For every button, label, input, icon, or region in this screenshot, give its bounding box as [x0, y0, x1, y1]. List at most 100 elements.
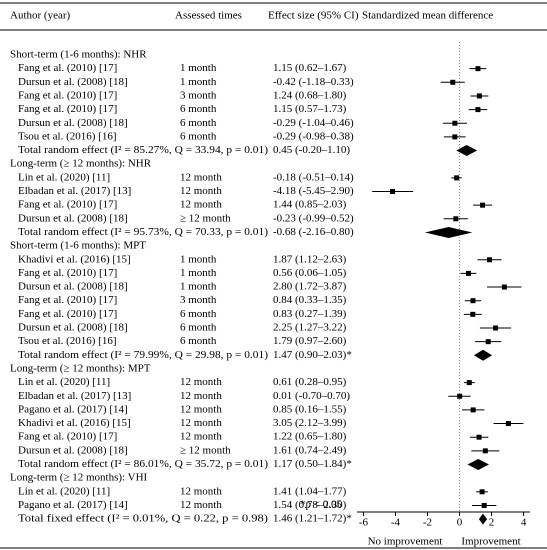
assessed-times: 1 month	[180, 281, 217, 293]
total-label: Total random effect (I² = 95.73%, Q = 70…	[18, 226, 268, 238]
effect-size: -0.18 (-0.51–0.14)	[273, 171, 354, 183]
effect-square	[450, 79, 456, 85]
effect-square	[479, 489, 485, 495]
study-author: Fang et al. (2010) [17]	[18, 103, 117, 115]
effect-square	[453, 216, 459, 222]
study-author: Dursun et al. (2008) [18]	[18, 444, 128, 456]
effect-size: -0.29 (-0.98–0.38)	[273, 130, 354, 142]
assessed-times: 12 month	[180, 499, 222, 511]
column-header: Assessed times	[175, 10, 242, 22]
effect-square	[470, 407, 476, 413]
study-author: Tsou et al. (2016) [16]	[18, 335, 117, 347]
effect-square	[465, 270, 471, 276]
x-tick-label: 0	[457, 517, 463, 529]
effect-size: 0.01 (-0.70–0.70)	[273, 390, 350, 402]
effect-size: 1.41 (1.04–1.77)	[273, 485, 347, 497]
assessed-times: 1 month	[180, 267, 217, 279]
assessed-times: ≥ 12 month	[180, 212, 231, 224]
right-label: Improvement	[461, 536, 520, 548]
effect-square	[466, 380, 472, 386]
study-author: Fang et al. (2010) [17]	[18, 431, 117, 443]
effect-square	[493, 325, 499, 331]
pooled-diamond	[456, 145, 478, 157]
effect-square	[482, 448, 488, 454]
assessed-times: 6 month	[180, 117, 217, 129]
effect-size: -4.18 (-5.45–2.90)	[273, 185, 354, 197]
effect-square	[501, 284, 507, 290]
study-author: Fang et al. (2010) [17]	[18, 199, 117, 211]
x-tick-label: -2	[423, 517, 432, 529]
effect-size: -0.23 (-0.99–0.52)	[273, 212, 354, 224]
effect-square	[486, 257, 492, 263]
assessed-times: 12 month	[180, 403, 222, 415]
study-author: Khadivi et al. (2016) [15]	[18, 417, 131, 429]
assessed-times: 12 month	[180, 485, 222, 497]
effect-size: 1.87 (1.12–2.63)	[273, 253, 347, 265]
assessed-times: 6 month	[180, 322, 217, 334]
total-label: Total random effect (I² = 85.27%, Q = 33…	[18, 144, 268, 156]
x-tick-label: -4	[391, 517, 401, 529]
effect-square	[470, 311, 476, 317]
pooled-diamond	[467, 459, 489, 470]
assessed-times: 3 month	[180, 89, 217, 101]
section-heading: Long-term (≥ 12 months): VHI	[10, 472, 148, 484]
assessed-times: 6 month	[180, 103, 217, 115]
assessed-times: 1 month	[180, 253, 217, 265]
effect-size: 3.05 (2.12–3.99)	[273, 417, 347, 429]
effect-square	[454, 175, 460, 181]
study-author: Fang et al. (2010) [17]	[18, 267, 117, 279]
study-author: Lin et al. (2020) [11]	[18, 485, 110, 497]
x-tick-label: 2	[489, 517, 495, 529]
study-author: Dursun et al. (2008) [18]	[18, 76, 128, 88]
column-header: Effect size (95% CI)	[268, 10, 359, 22]
section-heading: Short-term (1-6 months): NHR	[10, 49, 147, 61]
effect-square	[480, 202, 486, 208]
assessed-times: 6 month	[180, 130, 217, 142]
study-author: Fang et al. (2010) [17]	[18, 294, 117, 306]
effect-size: 0.45 (-0.20–1.10)	[273, 144, 350, 156]
effect-square	[470, 298, 476, 304]
assessed-times: 12 month	[180, 199, 222, 211]
assessed-times: ≥ 12 month	[180, 444, 231, 456]
assessed-times: 12 month	[180, 376, 222, 388]
effect-square	[452, 120, 458, 126]
effect-size: -0.68 (-2.16–0.80)	[273, 226, 354, 238]
effect-square	[481, 502, 487, 508]
footnote: *p < 0.05	[300, 499, 342, 511]
study-author: Dursun et al. (2008) [18]	[18, 281, 128, 293]
study-author: Elbadan et al. (2017) [13]	[18, 185, 131, 197]
pooled-diamond	[478, 513, 488, 525]
study-author: Pagano et al. (2017) [14]	[18, 499, 128, 511]
assessed-times: 6 month	[180, 335, 217, 347]
assessed-times: 1 month	[180, 62, 217, 74]
effect-square	[505, 421, 511, 427]
study-author: Fang et al. (2010) [17]	[18, 308, 117, 320]
total-label: Total fixed effect (I² = 0.01%, Q = 0.22…	[18, 513, 268, 525]
effect-size: 1.44 (0.85–2.03)	[273, 199, 347, 211]
section-heading: Long-term (≥ 12 months): MPT	[10, 362, 151, 374]
study-author: Dursun et al. (2008) [18]	[18, 322, 128, 334]
study-author: Elbadan et al. (2017) [13]	[18, 390, 131, 402]
study-author: Dursun et al. (2008) [18]	[18, 117, 128, 129]
study-author: Fang et al. (2010) [17]	[18, 89, 117, 101]
effect-square	[390, 189, 396, 194]
effect-size: -0.42 (-1.18–0.33)	[273, 76, 354, 88]
effect-size: 1.54 (0.78–2.30)	[273, 499, 347, 511]
effect-size: -0.29 (-1.04–0.46)	[273, 117, 354, 129]
assessed-times: 6 month	[180, 308, 217, 320]
effect-square	[475, 66, 481, 72]
assessed-times: 12 month	[180, 417, 222, 429]
effect-square	[452, 134, 458, 140]
effect-size: 1.61 (0.74–2.49)	[273, 444, 347, 456]
effect-size: 1.46 (1.21–1.72)*	[273, 513, 352, 525]
x-tick-label: 4	[521, 517, 527, 529]
effect-size: 0.85 (0.16–1.55)	[273, 403, 347, 415]
effect-square	[485, 339, 491, 345]
total-label: Total random effect (I² = 86.01%, Q = 35…	[18, 458, 268, 470]
assessed-times: 12 month	[180, 185, 222, 197]
assessed-times: 12 month	[180, 390, 222, 402]
effect-size: 1.15 (0.57–1.73)	[273, 103, 347, 115]
effect-size: 0.84 (0.33–1.35)	[273, 294, 347, 306]
assessed-times: 12 month	[180, 171, 222, 183]
effect-size: 1.17 (0.50–1.84)*	[273, 458, 352, 470]
